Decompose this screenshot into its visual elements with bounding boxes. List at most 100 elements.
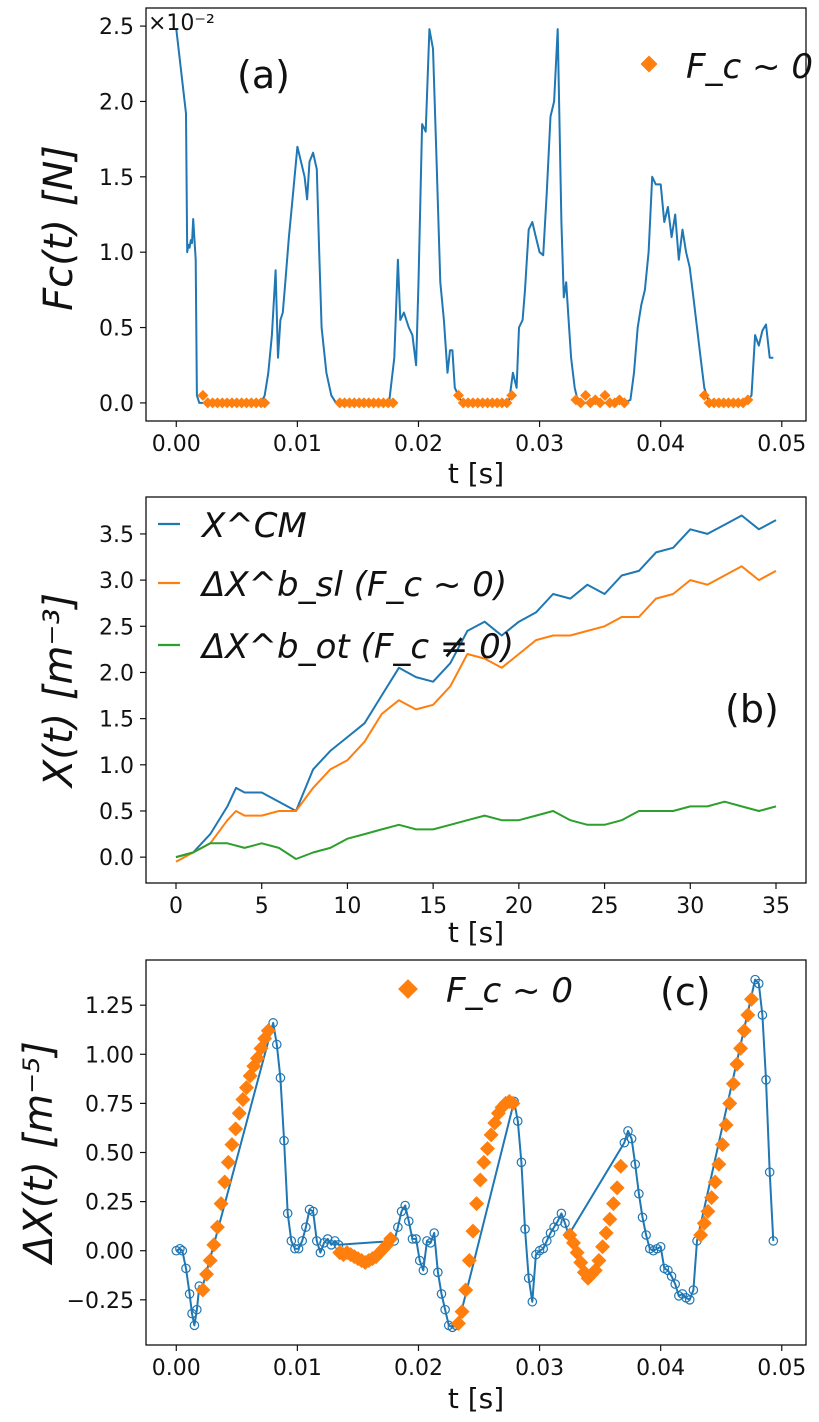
fc-zero-marker (700, 1203, 716, 1219)
data-point-circle (641, 1230, 651, 1240)
panel-c-displacement-chart: 0.00 0.01 0.02 0.03 0.04 0.05 −0.25 0.00 0.25 0.… (16, 959, 807, 1415)
fc-zero-marker (707, 1174, 723, 1190)
data-point-circle (655, 1241, 666, 1252)
data-point-circle (560, 1218, 570, 1229)
y-tick-label: 2.5 (99, 615, 134, 640)
fc-zero-marker (595, 1239, 611, 1255)
y-tick-label: 3.0 (99, 569, 134, 594)
data-point-circle (403, 1216, 414, 1227)
data-point-circle (311, 1236, 322, 1246)
fc-zero-marker (452, 389, 464, 401)
y-tick-label: 0.5 (99, 317, 134, 342)
y-tick-label: 1.5 (99, 166, 134, 191)
panel-a-plot-area (175, 28, 774, 409)
data-point-circle (634, 1188, 644, 1199)
panel-c-frame (145, 959, 807, 1346)
y-tick-label: 3.5 (99, 523, 134, 548)
fc-zero-marker (383, 1231, 399, 1247)
y-tick-label: 0.25 (85, 1191, 134, 1216)
series-line-xcm (175, 514, 777, 859)
fc-zero-marker (711, 1156, 727, 1172)
fc-zero-marker (744, 991, 760, 1007)
fc-zero-marker (387, 397, 399, 409)
panel-b-x-axis-label: t [s] (448, 916, 504, 949)
fc-zero-marker (483, 1127, 499, 1143)
x-tick-label: 0 (169, 894, 183, 919)
x-tick-label: 0.02 (394, 1356, 443, 1381)
fc-zero-marker (450, 1315, 466, 1331)
fc-zero-marker (704, 1190, 720, 1206)
y-tick-label: 0.75 (85, 1092, 134, 1117)
fc-zero-marker (729, 1056, 745, 1072)
fc-zero-marker (469, 1196, 485, 1212)
fc-zero-marker (501, 397, 513, 409)
fc-zero-marker (260, 1023, 276, 1039)
y-tick-label: 1.25 (85, 994, 134, 1019)
data-point-circle (279, 1135, 289, 1146)
panel-a-x-axis-label: t [s] (448, 457, 504, 490)
data-point-circle (418, 1265, 429, 1276)
fc-zero-marker (461, 1253, 477, 1269)
panel-c-x-axis-label: t [s] (448, 1382, 504, 1415)
x-tick-label: 15 (419, 894, 447, 919)
data-point-circle (301, 1222, 311, 1232)
data-point-circle (552, 1216, 563, 1227)
y-tick-label: −0.25 (67, 1289, 134, 1314)
x-tick-label: 0.00 (152, 1356, 201, 1381)
data-point-circle (761, 1075, 771, 1085)
fc-zero-marker (698, 389, 710, 401)
data-point-circle (275, 1073, 286, 1083)
panel-b-legend-label-ot: ΔX^b_ot (F_c ≠ 0) (199, 627, 514, 667)
fc-zero-marker (613, 1158, 629, 1174)
data-point-circle (271, 1039, 282, 1050)
x-tick-label: 0.04 (636, 1356, 685, 1381)
data-point-circle (619, 1137, 630, 1148)
y-tick-label: 2.5 (99, 15, 134, 40)
fc-zero-marker (224, 1137, 240, 1153)
panel-b-tag: (b) (725, 687, 779, 731)
panel-a-tag: (a) (237, 53, 290, 97)
x-tick-label: 0.03 (515, 432, 564, 457)
series-line (175, 28, 774, 404)
y-tick-label: 1.5 (99, 708, 134, 733)
y-tick-label: 0.5 (99, 800, 134, 825)
data-point-circle (440, 1304, 450, 1315)
x-tick-label: 0.05 (757, 1356, 806, 1381)
marker-series-fc-zero (197, 389, 754, 409)
x-tick-label: 10 (333, 894, 361, 919)
panel-c-legend-label: F_c ~ 0 (446, 971, 573, 1011)
y-tick-label: 2.0 (99, 90, 134, 115)
fc-zero-marker (733, 1040, 749, 1056)
data-point-circle (768, 1236, 779, 1246)
data-point-circle (315, 1247, 326, 1258)
fc-zero-marker (458, 1282, 474, 1298)
fc-zero-marker (693, 1227, 709, 1243)
data-point-circle (512, 1116, 523, 1126)
y-tick-label: 0.00 (85, 1240, 134, 1265)
data-point-circle (181, 1263, 191, 1274)
y-tick-label: 0.0 (99, 846, 134, 871)
panel-b-y-axis-label: X(t) [m⁻³] (36, 593, 82, 789)
data-point-circle (436, 1289, 447, 1299)
data-point-circle (268, 1018, 278, 1028)
fc-zero-marker (228, 1121, 244, 1137)
data-point-circle (688, 1285, 699, 1295)
fc-zero-marker (235, 1091, 251, 1107)
panel-a-legend-label: F_c ~ 0 (686, 47, 813, 87)
data-point-circle (556, 1208, 567, 1219)
panel-a-y-axis-label: Fc(t) [N] (36, 145, 82, 311)
fc-zero-marker (476, 1154, 492, 1170)
data-point-circle (184, 1289, 195, 1299)
y-tick-label: 1.0 (99, 241, 134, 266)
data-point-circle (516, 1157, 527, 1168)
x-tick-label: 20 (505, 894, 533, 919)
fc-zero-marker (480, 1141, 496, 1157)
x-tick-label: 25 (591, 894, 619, 919)
x-tick-label: 0.00 (152, 432, 201, 457)
fc-zero-marker (259, 397, 271, 409)
fc-zero-marker (602, 1211, 618, 1227)
series-line-sl (175, 565, 777, 863)
data-point-circle (626, 1133, 637, 1144)
panel-b-legend-label-sl: ΔX^b_sl (F_c ~ 0) (199, 565, 507, 605)
data-point-circle (623, 1126, 633, 1136)
